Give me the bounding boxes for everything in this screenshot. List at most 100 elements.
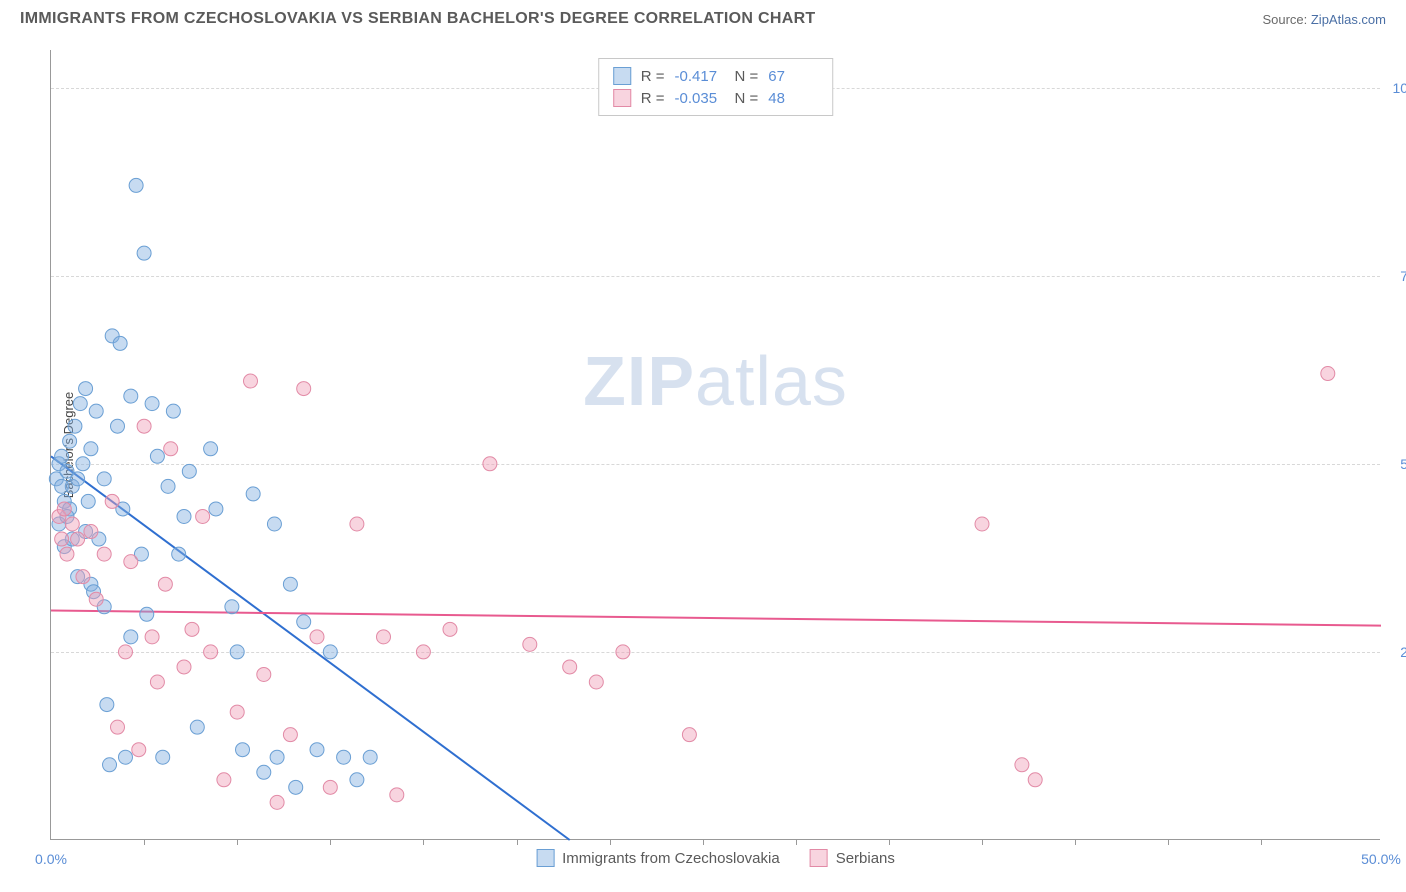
data-point [97,472,111,486]
data-point [129,178,143,192]
n-value-series2: 48 [768,90,818,107]
data-point [1015,758,1029,772]
y-tick-label: 100.0% [1393,80,1406,96]
legend-row-series1: R = -0.417 N = 67 [613,65,819,87]
data-point [63,434,77,448]
x-minor-tick [703,839,704,845]
series2-name: Serbians [836,850,895,867]
data-point [100,698,114,712]
data-point [89,592,103,606]
data-point [111,720,125,734]
data-point [84,525,98,539]
data-point [172,547,186,561]
legend-item-series1: Immigrants from Czechoslovakia [536,849,780,867]
data-point [97,547,111,561]
data-point [377,630,391,644]
legend-item-series2: Serbians [810,849,895,867]
data-point [118,750,132,764]
x-minor-tick [330,839,331,845]
data-point [65,517,79,531]
data-point [177,660,191,674]
x-minor-tick [982,839,983,845]
data-point [185,622,199,636]
data-point [390,788,404,802]
data-point [113,336,127,350]
source-prefix: Source: [1262,12,1310,27]
x-tick-label: 50.0% [1361,851,1401,867]
correlation-legend: R = -0.417 N = 67 R = -0.035 N = 48 [598,58,834,116]
data-point [217,773,231,787]
y-tick-label: 50.0% [1400,456,1406,472]
source-attribution: Source: ZipAtlas.com [1262,12,1386,27]
data-point [76,457,90,471]
swatch-series1 [536,849,554,867]
data-point [363,750,377,764]
data-point [145,630,159,644]
data-point [267,517,281,531]
x-minor-tick [889,839,890,845]
data-point [156,750,170,764]
r-label: R = [641,68,665,85]
data-point [55,532,69,546]
data-point [563,660,577,674]
source-link[interactable]: ZipAtlas.com [1311,12,1386,27]
data-point [1321,367,1335,381]
data-point [111,419,125,433]
legend-row-series2: R = -0.035 N = 48 [613,87,819,109]
data-point [225,600,239,614]
data-point [589,675,603,689]
chart-title: IMMIGRANTS FROM CZECHOSLOVAKIA VS SERBIA… [20,10,816,28]
x-minor-tick [1168,839,1169,845]
data-point [103,758,117,772]
x-minor-tick [144,839,145,845]
data-point [297,615,311,629]
data-point [1028,773,1042,787]
data-point [161,479,175,493]
data-point [81,494,95,508]
x-minor-tick [237,839,238,845]
r-value-series1: -0.417 [675,68,725,85]
data-point [132,743,146,757]
data-point [310,743,324,757]
data-point [177,509,191,523]
data-point [337,750,351,764]
data-point [196,509,210,523]
data-point [270,750,284,764]
data-point [150,675,164,689]
data-point [166,404,180,418]
data-point [124,630,138,644]
data-point [270,795,284,809]
data-point [230,645,244,659]
data-point [350,773,364,787]
y-tick-label: 25.0% [1400,644,1406,660]
data-point [190,720,204,734]
data-point [55,449,69,463]
x-minor-tick [796,839,797,845]
data-point [73,397,87,411]
data-point [145,397,159,411]
series-legend: Immigrants from Czechoslovakia Serbians [536,849,895,867]
swatch-series1 [613,67,631,85]
data-point [137,246,151,260]
data-point [244,374,258,388]
data-point [443,622,457,636]
x-minor-tick [517,839,518,845]
n-value-series1: 67 [768,68,818,85]
x-tick-label: 0.0% [35,851,67,867]
trend-line [51,611,1381,626]
data-point [289,780,303,794]
r-value-series2: -0.035 [675,90,725,107]
data-point [158,577,172,591]
series1-name: Immigrants from Czechoslovakia [562,850,780,867]
data-point [204,645,218,659]
x-minor-tick [610,839,611,845]
data-point [124,555,138,569]
data-point [483,457,497,471]
data-point [164,442,178,456]
data-point [71,472,85,486]
data-point [257,765,271,779]
plot-svg [51,50,1380,839]
data-point [283,577,297,591]
x-minor-tick [1261,839,1262,845]
data-point [310,630,324,644]
